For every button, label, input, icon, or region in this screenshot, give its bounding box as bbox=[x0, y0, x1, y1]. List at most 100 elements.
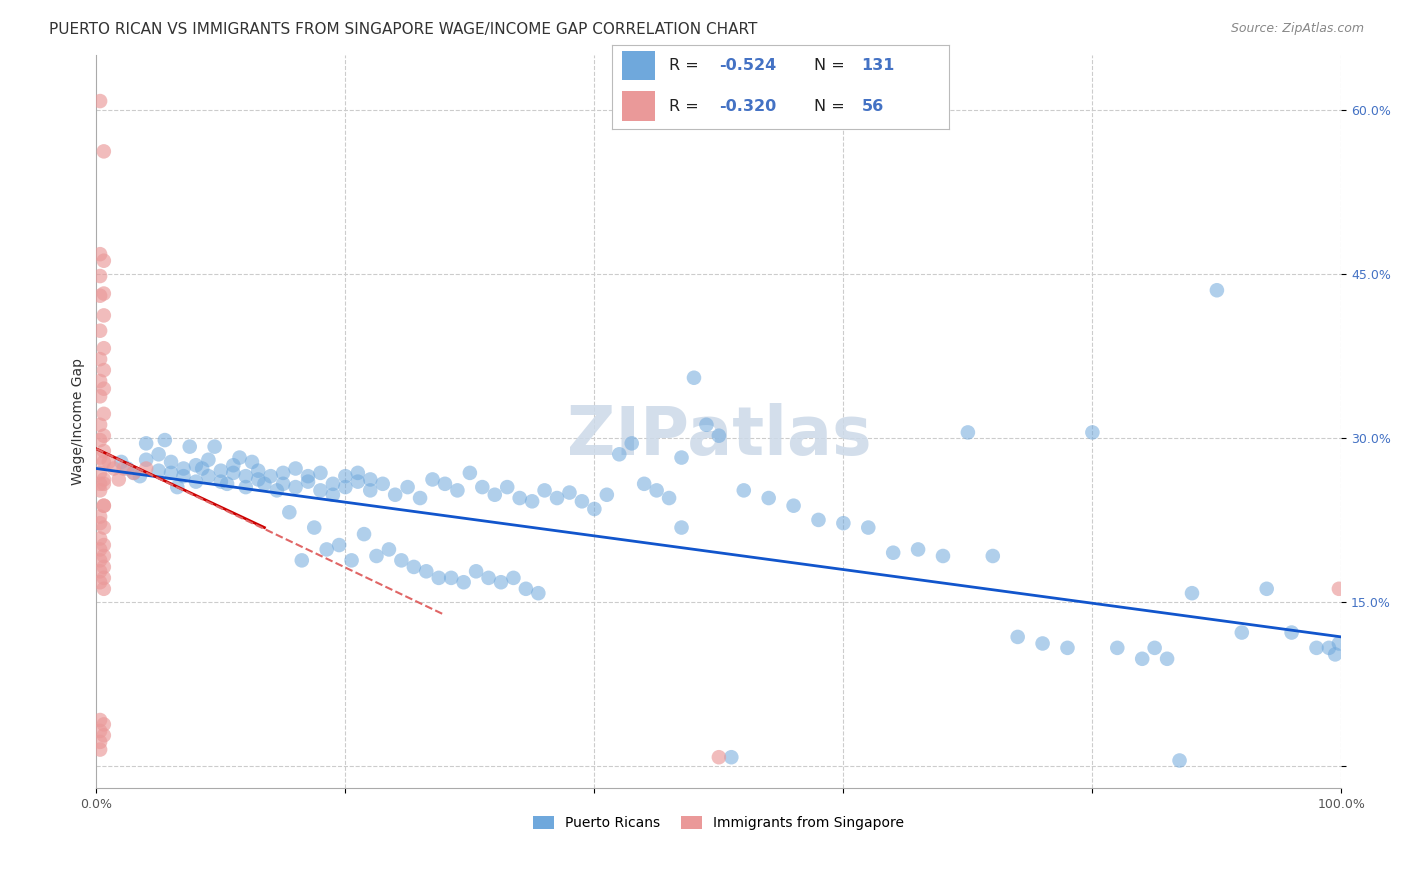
Point bbox=[458, 466, 481, 480]
Point bbox=[1143, 640, 1166, 655]
Point bbox=[89, 509, 111, 524]
Point bbox=[117, 461, 139, 475]
Point bbox=[1327, 582, 1350, 596]
Point bbox=[384, 488, 406, 502]
Point bbox=[633, 476, 655, 491]
Point bbox=[112, 461, 135, 475]
Point bbox=[197, 469, 219, 483]
Point bbox=[335, 469, 357, 483]
Point bbox=[371, 476, 394, 491]
Point bbox=[89, 575, 111, 590]
Point bbox=[683, 370, 706, 384]
Point bbox=[93, 253, 115, 268]
Point bbox=[217, 476, 239, 491]
Text: -0.320: -0.320 bbox=[720, 98, 778, 113]
Point bbox=[122, 466, 145, 480]
Point bbox=[129, 469, 152, 483]
Point bbox=[93, 538, 115, 552]
Point bbox=[209, 464, 232, 478]
Text: N =: N = bbox=[814, 98, 851, 113]
Point bbox=[520, 494, 543, 508]
Point bbox=[89, 389, 111, 403]
Point bbox=[322, 488, 344, 502]
Point bbox=[378, 542, 401, 557]
Point bbox=[93, 499, 115, 513]
Point bbox=[89, 94, 111, 108]
Point bbox=[89, 268, 111, 283]
Text: PUERTO RICAN VS IMMIGRANTS FROM SINGAPORE WAGE/INCOME GAP CORRELATION CHART: PUERTO RICAN VS IMMIGRANTS FROM SINGAPOR… bbox=[49, 22, 758, 37]
Point bbox=[110, 455, 132, 469]
Point bbox=[107, 472, 129, 486]
Point bbox=[89, 713, 111, 727]
Point bbox=[89, 564, 111, 578]
Point bbox=[340, 553, 363, 567]
Point bbox=[527, 586, 550, 600]
Point bbox=[409, 491, 432, 505]
Point bbox=[89, 476, 111, 491]
Point bbox=[97, 455, 120, 469]
Point bbox=[253, 476, 276, 491]
Point bbox=[607, 447, 630, 461]
Point bbox=[558, 485, 581, 500]
Point bbox=[93, 560, 115, 574]
Point bbox=[1305, 640, 1327, 655]
Point bbox=[160, 466, 183, 480]
Point bbox=[402, 560, 425, 574]
Point bbox=[1007, 630, 1029, 644]
Point bbox=[173, 469, 195, 483]
Point bbox=[271, 476, 294, 491]
Point bbox=[89, 417, 111, 432]
Point bbox=[93, 571, 115, 585]
Point bbox=[93, 363, 115, 377]
Point bbox=[733, 483, 755, 498]
Point bbox=[222, 458, 245, 473]
Legend: Puerto Ricans, Immigrants from Singapore: Puerto Ricans, Immigrants from Singapore bbox=[527, 811, 910, 836]
Point bbox=[758, 491, 780, 505]
Point bbox=[93, 582, 115, 596]
Point bbox=[197, 452, 219, 467]
Point bbox=[907, 542, 929, 557]
Point bbox=[222, 466, 245, 480]
Point bbox=[184, 458, 207, 473]
Point bbox=[427, 571, 450, 585]
Point bbox=[583, 502, 606, 516]
Point bbox=[1081, 425, 1104, 440]
Point bbox=[309, 466, 332, 480]
Point bbox=[415, 564, 437, 578]
Point bbox=[89, 433, 111, 447]
Point bbox=[359, 472, 381, 486]
Point bbox=[148, 464, 170, 478]
Bar bbox=[621, 91, 655, 120]
Point bbox=[93, 286, 115, 301]
Point bbox=[1156, 652, 1178, 666]
Point bbox=[956, 425, 979, 440]
Point bbox=[184, 475, 207, 489]
Point bbox=[89, 352, 111, 367]
Point bbox=[93, 499, 115, 513]
Text: -0.524: -0.524 bbox=[720, 58, 778, 73]
Point bbox=[782, 499, 804, 513]
Point bbox=[328, 538, 350, 552]
Point bbox=[858, 520, 880, 534]
Point bbox=[1324, 648, 1347, 662]
Point bbox=[446, 483, 468, 498]
Point bbox=[658, 491, 681, 505]
Point bbox=[122, 466, 145, 480]
Point bbox=[1206, 283, 1229, 297]
Point bbox=[515, 582, 537, 596]
Point bbox=[440, 571, 463, 585]
Point bbox=[533, 483, 555, 498]
Point bbox=[148, 447, 170, 461]
Point bbox=[707, 428, 730, 442]
Point bbox=[235, 469, 257, 483]
Point bbox=[160, 455, 183, 469]
Point bbox=[93, 341, 115, 355]
Point bbox=[89, 742, 111, 756]
Point bbox=[93, 728, 115, 742]
Point bbox=[291, 553, 314, 567]
Point bbox=[489, 575, 512, 590]
Point bbox=[247, 464, 270, 478]
Point bbox=[247, 472, 270, 486]
Point bbox=[89, 735, 111, 749]
Point bbox=[89, 483, 111, 498]
